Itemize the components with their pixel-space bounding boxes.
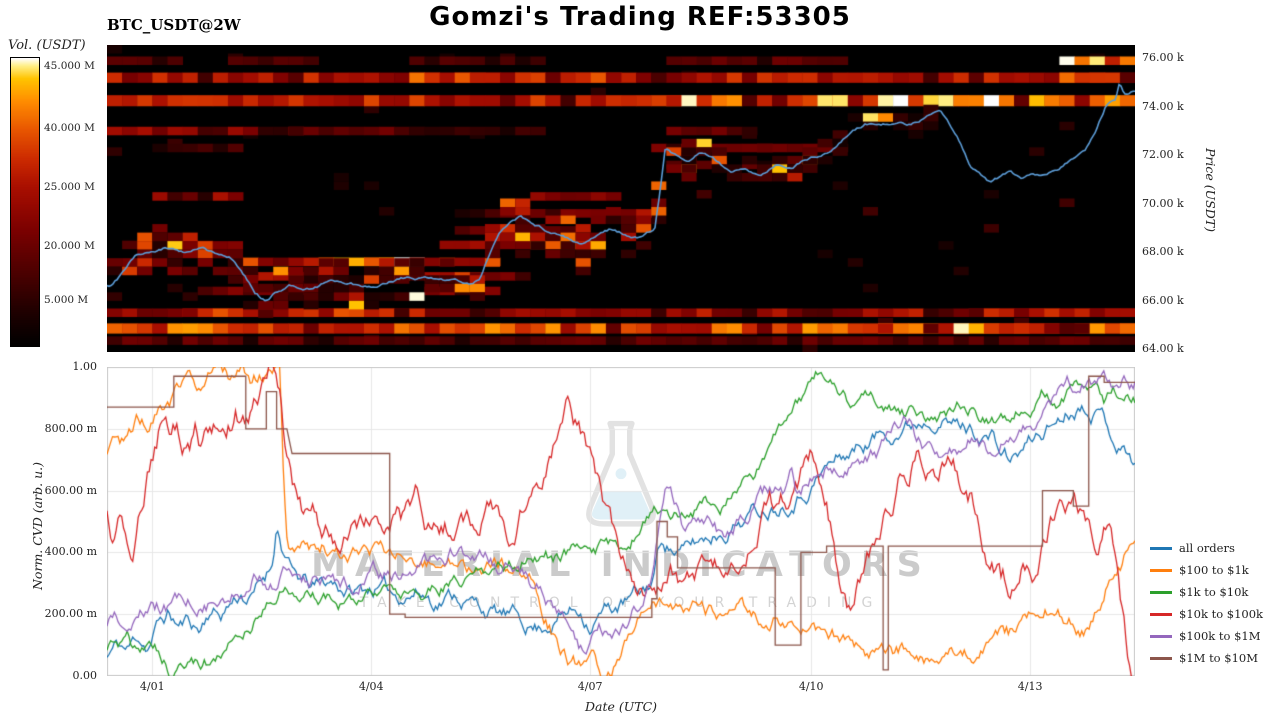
legend-entry: $100 to $1k [1150, 559, 1278, 581]
heatmap-plot [107, 45, 1135, 352]
cvd-y-tick-label: 600.00 m [44, 483, 97, 497]
price-tick-label: 66.00 k [1142, 293, 1184, 307]
legend-swatch [1150, 590, 1172, 594]
colorbar-tick-label: 40.000 M [44, 121, 95, 134]
cvd-x-tick-label: 4/01 [139, 680, 165, 693]
cvd-y-tick-label: 0.00 [72, 669, 98, 682]
cvd-y-tick-label: 800.00 m [44, 421, 97, 435]
colorbar [10, 57, 40, 347]
cvd-x-axis-title: Date (UTC) [584, 699, 658, 714]
legend-entry: $1M to $10M [1150, 647, 1278, 669]
price-tick-label: 74.00 k [1142, 99, 1184, 113]
legend-label: $100 to $1k [1179, 563, 1249, 577]
page-title: Gomzi's Trading REF:53305 [429, 2, 851, 32]
colorbar-tick-label: 5.000 M [44, 294, 89, 307]
price-tick-label: 76.00 k [1142, 51, 1184, 65]
cvd-y-axis-title: Norm. CVD (arb. u.) [30, 462, 45, 590]
cvd-x-tick-label: 4/04 [358, 680, 384, 693]
colorbar-label: Vol. (USDT) [8, 38, 86, 53]
legend-label: $10k to $100k [1179, 607, 1264, 621]
cvd-x-tick-label: 4/13 [1017, 680, 1043, 693]
legend-entry: $1k to $10k [1150, 581, 1278, 603]
price-axis-ticks: 76.00 k 74.00 k 72.00 k 70.00 k 68.00 k 66.00… [1142, 45, 1202, 356]
price-tick-label: 68.00 k [1142, 245, 1184, 259]
legend: all orders $100 to $1k $1k to $10k $10k to … [1150, 537, 1278, 669]
cvd-y-tick-label: 1.00 [72, 360, 98, 373]
legend-swatch [1150, 656, 1172, 660]
symbol-label: BTC_USDT@2W [107, 16, 241, 34]
cvd-plot [107, 367, 1135, 676]
legend-entry: $10k to $100k [1150, 603, 1278, 625]
legend-entry: all orders [1150, 537, 1278, 559]
colorbar-tick-label: 45.000 M [44, 59, 95, 72]
cvd-x-tick-label: 4/10 [798, 680, 824, 693]
price-tick-label: 64.00 k [1142, 342, 1184, 356]
legend-swatch [1150, 612, 1172, 616]
price-tick-label: 70.00 k [1142, 196, 1184, 210]
legend-swatch [1150, 568, 1172, 572]
colorbar-tick-label: 20.000 M [44, 239, 95, 252]
price-axis-title: Price (USDT) [1203, 148, 1218, 232]
colorbar-tick-label: 25.000 M [44, 180, 95, 193]
cvd-y-axis-ticks: 1.00 800.00 m 600.00 m 400.00 m 200.00 m 0.00 [0, 360, 101, 682]
legend-entry: $100k to $1M [1150, 625, 1278, 647]
legend-label: all orders [1179, 541, 1235, 555]
colorbar-ticks: 45.000 M 40.000 M 25.000 M 20.000 M 5.000 M [44, 57, 114, 345]
legend-label: $100k to $1M [1179, 629, 1261, 643]
cvd-x-axis-ticks: 4/01 4/04 4/07 4/10 4/13 [107, 680, 1135, 696]
price-tick-label: 72.00 k [1142, 148, 1184, 162]
legend-label: $1k to $10k [1179, 585, 1249, 599]
legend-label: $1M to $10M [1179, 651, 1258, 665]
legend-swatch [1150, 634, 1172, 638]
cvd-y-tick-label: 400.00 m [44, 545, 97, 559]
cvd-y-tick-label: 200.00 m [44, 607, 97, 621]
legend-swatch [1150, 546, 1172, 550]
cvd-x-tick-label: 4/07 [577, 680, 603, 693]
